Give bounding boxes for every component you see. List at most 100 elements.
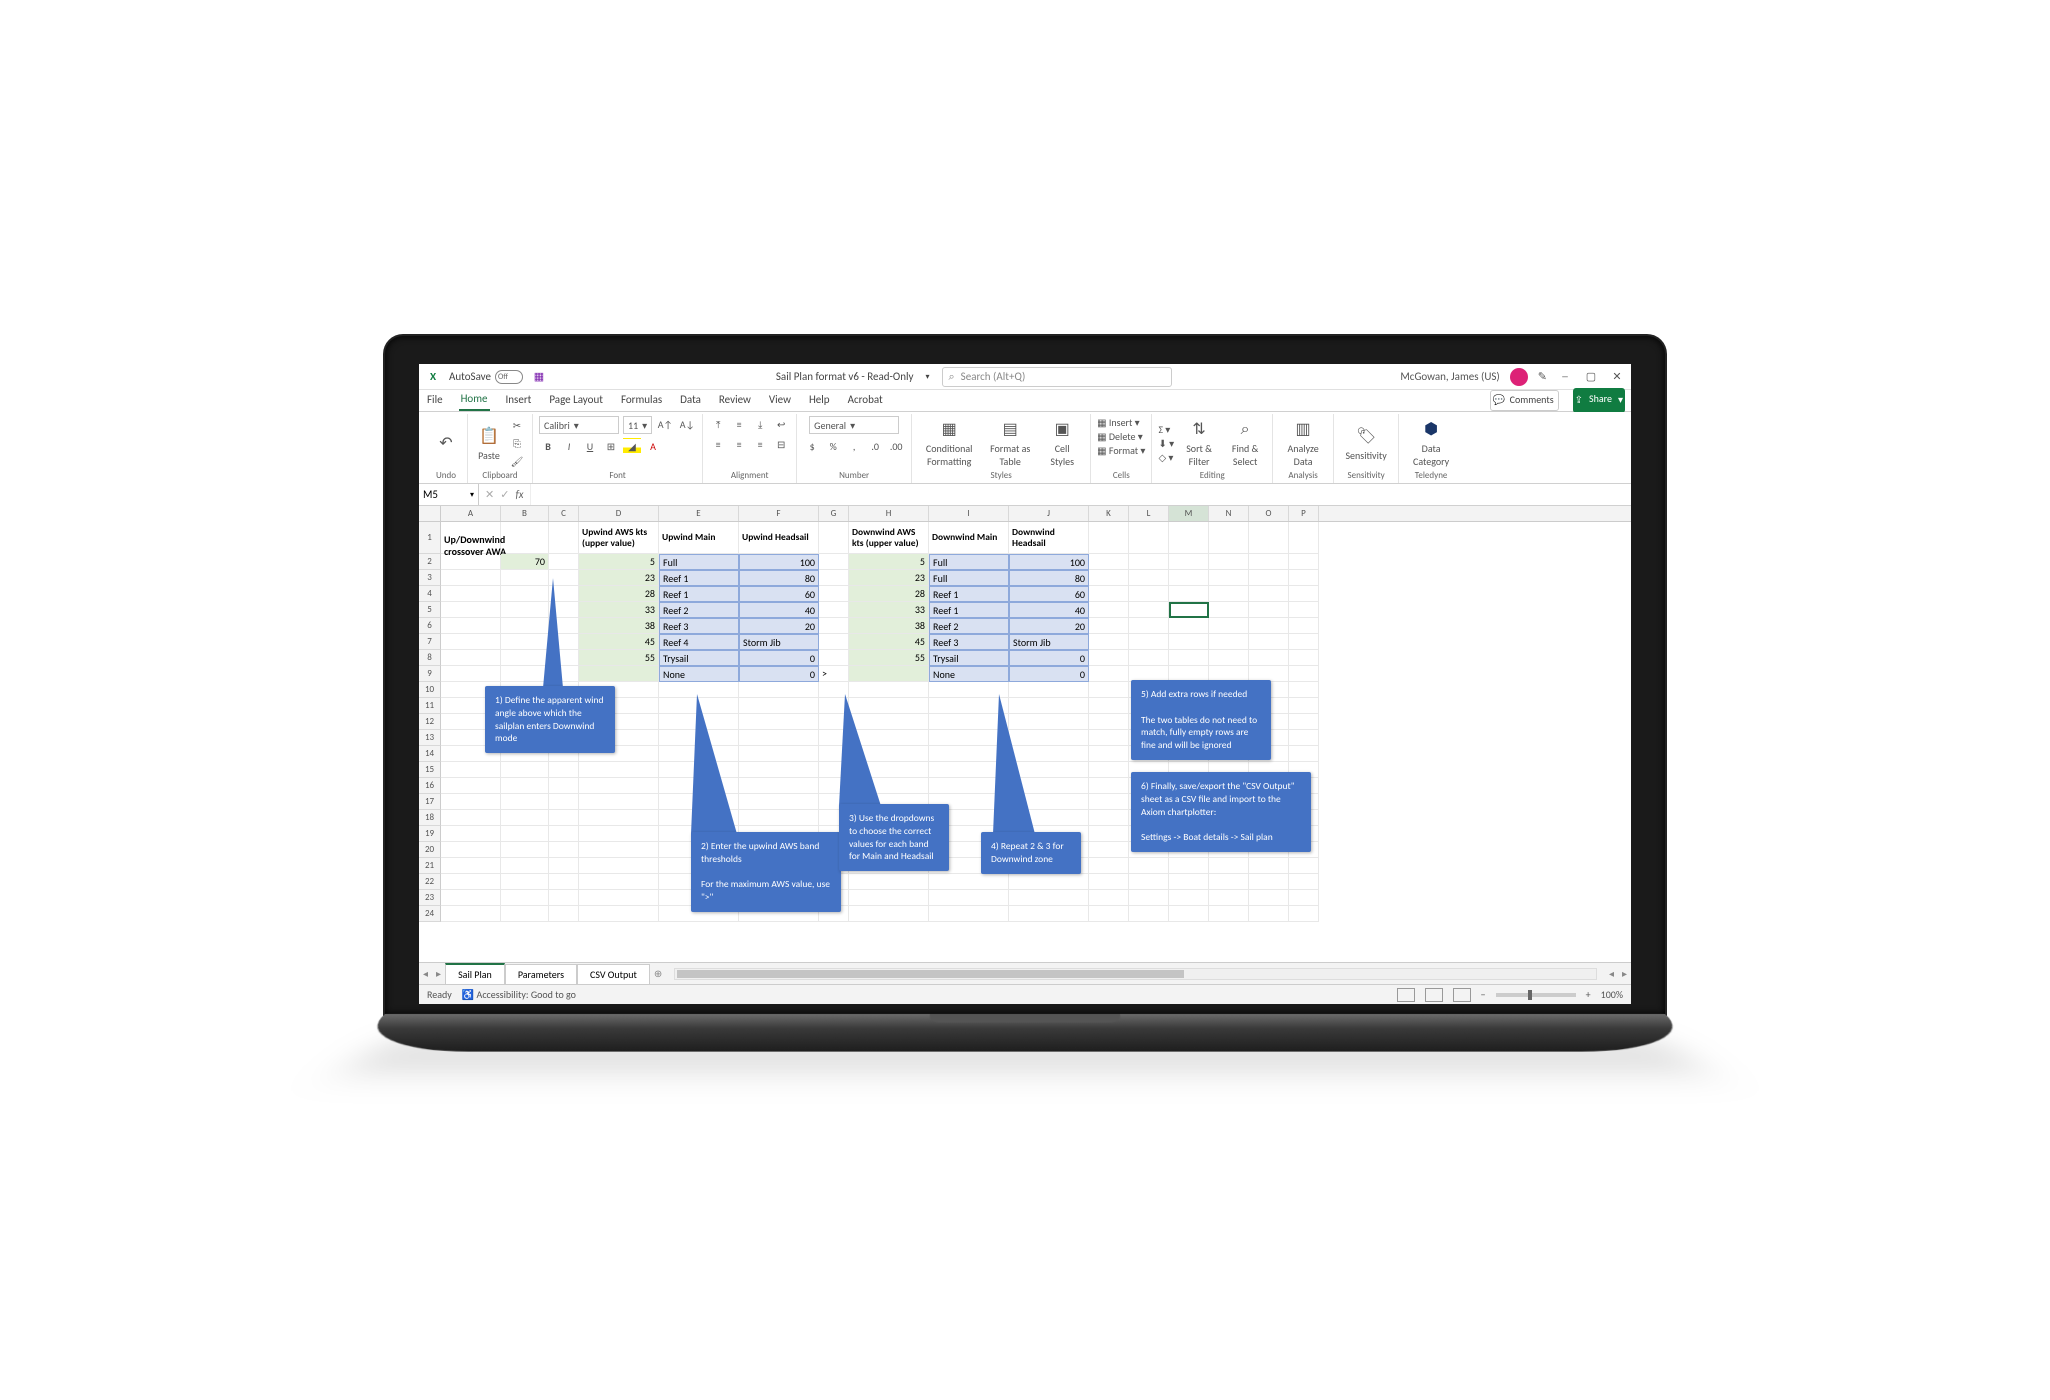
- row-header[interactable]: 4: [419, 586, 441, 602]
- zoom-level[interactable]: 100%: [1601, 988, 1623, 1001]
- cell[interactable]: [1129, 858, 1169, 874]
- cell[interactable]: [501, 762, 549, 778]
- tab-view[interactable]: View: [767, 391, 793, 410]
- cell[interactable]: [1089, 730, 1129, 746]
- cell[interactable]: [1169, 650, 1209, 666]
- cell[interactable]: [579, 826, 659, 842]
- cell[interactable]: [1089, 890, 1129, 906]
- sheet-tab-csv-output[interactable]: CSV Output: [577, 964, 650, 984]
- cell[interactable]: [1089, 826, 1129, 842]
- row-header[interactable]: 3: [419, 570, 441, 586]
- cell[interactable]: Reef 3: [929, 634, 1009, 650]
- merge-icon[interactable]: ⊟: [772, 436, 790, 452]
- cell[interactable]: [1289, 570, 1319, 586]
- cell[interactable]: Reef 3: [659, 618, 739, 634]
- tab-review[interactable]: Review: [717, 391, 753, 410]
- cell[interactable]: [1289, 698, 1319, 714]
- tab-acrobat[interactable]: Acrobat: [846, 391, 885, 410]
- cell[interactable]: [579, 858, 659, 874]
- cell[interactable]: [1209, 890, 1249, 906]
- cell[interactable]: [1089, 682, 1129, 698]
- cell[interactable]: [441, 586, 501, 602]
- cell[interactable]: [1209, 554, 1249, 570]
- cell[interactable]: [579, 762, 659, 778]
- column-header[interactable]: K: [1089, 506, 1129, 521]
- cell[interactable]: [929, 906, 1009, 922]
- column-header[interactable]: E: [659, 506, 739, 521]
- cells-insert-button[interactable]: ▦ Insert ▾: [1097, 416, 1140, 429]
- cell[interactable]: [501, 586, 549, 602]
- add-sheet-button[interactable]: ⊕: [650, 967, 666, 980]
- align-right-icon[interactable]: ≡: [751, 436, 769, 452]
- cell[interactable]: [441, 634, 501, 650]
- cell[interactable]: None: [659, 666, 739, 682]
- cell[interactable]: [1169, 618, 1209, 634]
- decrease-decimal-icon[interactable]: .00: [887, 438, 905, 454]
- cell[interactable]: Full: [929, 570, 1009, 586]
- row-header[interactable]: 19: [419, 826, 441, 842]
- format-as-table-button[interactable]: ▤Format as Table: [984, 416, 1036, 470]
- cell[interactable]: [549, 778, 579, 794]
- cell[interactable]: [549, 810, 579, 826]
- cut-icon[interactable]: ✂: [508, 417, 526, 433]
- close-button[interactable]: ✕: [1609, 370, 1625, 383]
- cell[interactable]: [1169, 634, 1209, 650]
- paste-button[interactable]: 📋Paste: [474, 423, 504, 464]
- comma-icon[interactable]: ,: [845, 438, 863, 454]
- cell[interactable]: [849, 874, 929, 890]
- data-category-button[interactable]: ⬢Data Category: [1405, 416, 1457, 470]
- row-header[interactable]: 22: [419, 874, 441, 890]
- number-format-select[interactable]: General▾: [809, 416, 899, 434]
- cell[interactable]: [549, 554, 579, 570]
- cell[interactable]: [1129, 586, 1169, 602]
- border-button[interactable]: ⊞: [602, 438, 620, 454]
- cell[interactable]: [501, 634, 549, 650]
- cell[interactable]: 0: [739, 650, 819, 666]
- cell[interactable]: [1249, 906, 1289, 922]
- cell[interactable]: [1209, 586, 1249, 602]
- cell[interactable]: 40: [1009, 602, 1089, 618]
- cell[interactable]: [1089, 618, 1129, 634]
- cell[interactable]: 38: [849, 618, 929, 634]
- row-header[interactable]: 5: [419, 602, 441, 618]
- cell[interactable]: [1289, 650, 1319, 666]
- cell[interactable]: [819, 618, 849, 634]
- cell[interactable]: [441, 874, 501, 890]
- cell[interactable]: [501, 826, 549, 842]
- row-header[interactable]: 7: [419, 634, 441, 650]
- cell[interactable]: [501, 666, 549, 682]
- sort-filter-button[interactable]: ⇅Sort & Filter: [1178, 416, 1220, 470]
- view-page-break-icon[interactable]: [1453, 988, 1471, 1002]
- font-size-select[interactable]: 11▾: [623, 416, 652, 434]
- align-center-icon[interactable]: ≡: [730, 436, 748, 452]
- tab-formulas[interactable]: Formulas: [619, 391, 664, 410]
- cell[interactable]: [739, 698, 819, 714]
- cell[interactable]: Reef 4: [659, 634, 739, 650]
- cell-styles-button[interactable]: ▣Cell Styles: [1040, 416, 1084, 470]
- cell[interactable]: [549, 890, 579, 906]
- cell[interactable]: [441, 650, 501, 666]
- cell[interactable]: [441, 810, 501, 826]
- cell[interactable]: [1089, 778, 1129, 794]
- cell[interactable]: Reef 1: [659, 570, 739, 586]
- scroll-left-icon[interactable]: ◂: [1605, 967, 1618, 980]
- cell[interactable]: [1169, 522, 1209, 554]
- cell[interactable]: 0: [739, 666, 819, 682]
- column-header[interactable]: I: [929, 506, 1009, 521]
- cell[interactable]: 20: [1009, 618, 1089, 634]
- cell[interactable]: [819, 554, 849, 570]
- cell[interactable]: [441, 762, 501, 778]
- cell[interactable]: [441, 906, 501, 922]
- header-cell[interactable]: Downwind Main: [929, 522, 1009, 554]
- cell[interactable]: [549, 858, 579, 874]
- cell[interactable]: 60: [1009, 586, 1089, 602]
- cell[interactable]: [819, 570, 849, 586]
- cell[interactable]: [1009, 906, 1089, 922]
- view-page-layout-icon[interactable]: [1425, 988, 1443, 1002]
- cell[interactable]: 55: [849, 650, 929, 666]
- cell[interactable]: [1089, 794, 1129, 810]
- cell[interactable]: [579, 906, 659, 922]
- cell[interactable]: [1289, 874, 1319, 890]
- column-header[interactable]: C: [549, 506, 579, 521]
- cell[interactable]: [549, 794, 579, 810]
